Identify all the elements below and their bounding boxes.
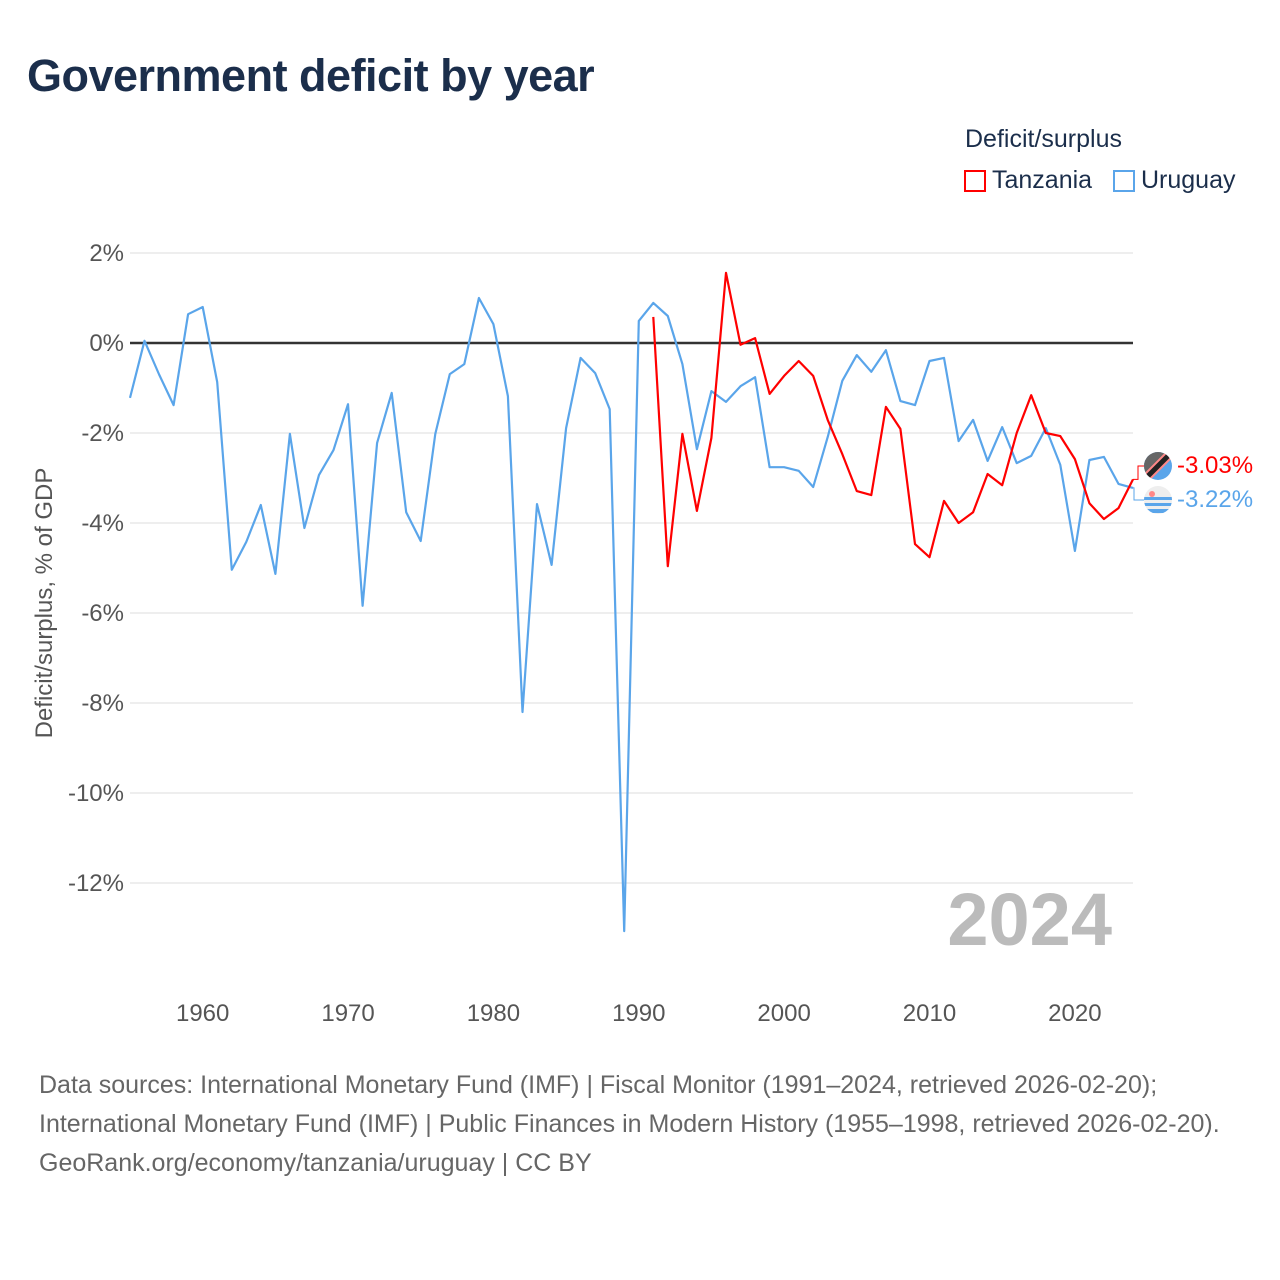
legend-item-uruguay[interactable]: Uruguay [1113, 166, 1236, 195]
y-tick-label: -8% [81, 690, 124, 717]
year-watermark: 2024 [947, 878, 1112, 961]
legend-item-tanzania[interactable]: Tanzania [964, 166, 1092, 195]
line-chart: 2% 0% -2% -4% -6% -8% -10% -12% 1960 1970 1980 1990… [31, 240, 1253, 1027]
y-tick-label: -6% [81, 600, 124, 627]
x-tick-label: 1960 [176, 1000, 229, 1027]
series-line-tanzania [652, 271, 1134, 568]
x-tick-label: 2020 [1048, 1000, 1101, 1027]
y-tick-label: -10% [68, 780, 124, 807]
flag-uruguay-icon [1144, 486, 1172, 514]
y-tick-label: -2% [81, 420, 124, 447]
legend-title: Deficit/surplus [965, 125, 1122, 153]
y-tick-label: -12% [68, 870, 124, 897]
legend-label: Tanzania [992, 166, 1093, 194]
data-sources: Data sources: International Monetary Fun… [39, 1071, 1220, 1138]
legend-label: Uruguay [1141, 166, 1236, 194]
x-tick-label: 1980 [467, 1000, 520, 1027]
series-line-uruguay [128, 296, 1134, 933]
end-connector-tanzania [1133, 465, 1144, 480]
x-tick-label: 1970 [321, 1000, 374, 1027]
legend-swatch-uruguay [1113, 169, 1135, 192]
end-label-uruguay: -3.22% [1177, 486, 1253, 513]
page-title: Government deficit by year [27, 50, 595, 101]
end-label-tanzania: -3.03% [1177, 452, 1253, 479]
y-tick-label: 0% [89, 330, 124, 357]
y-tick-label: -4% [81, 510, 124, 537]
x-tick-label: 2000 [757, 1000, 810, 1027]
flag-tanzania-icon [1144, 452, 1172, 480]
x-tick-label: 2010 [903, 1000, 956, 1027]
y-tick-label: 2% [89, 240, 124, 267]
end-connector-uruguay [1133, 487, 1144, 501]
legend-swatch-tanzania [964, 169, 986, 192]
footer: Data sources: International Monetary Fun… [39, 1066, 1239, 1183]
credit-link[interactable]: GeoRank.org/economy/tanzania/uruguay | C… [39, 1149, 592, 1177]
x-tick-label: 1990 [612, 1000, 665, 1027]
y-axis-label: Deficit/surplus, % of GDP [31, 468, 58, 739]
